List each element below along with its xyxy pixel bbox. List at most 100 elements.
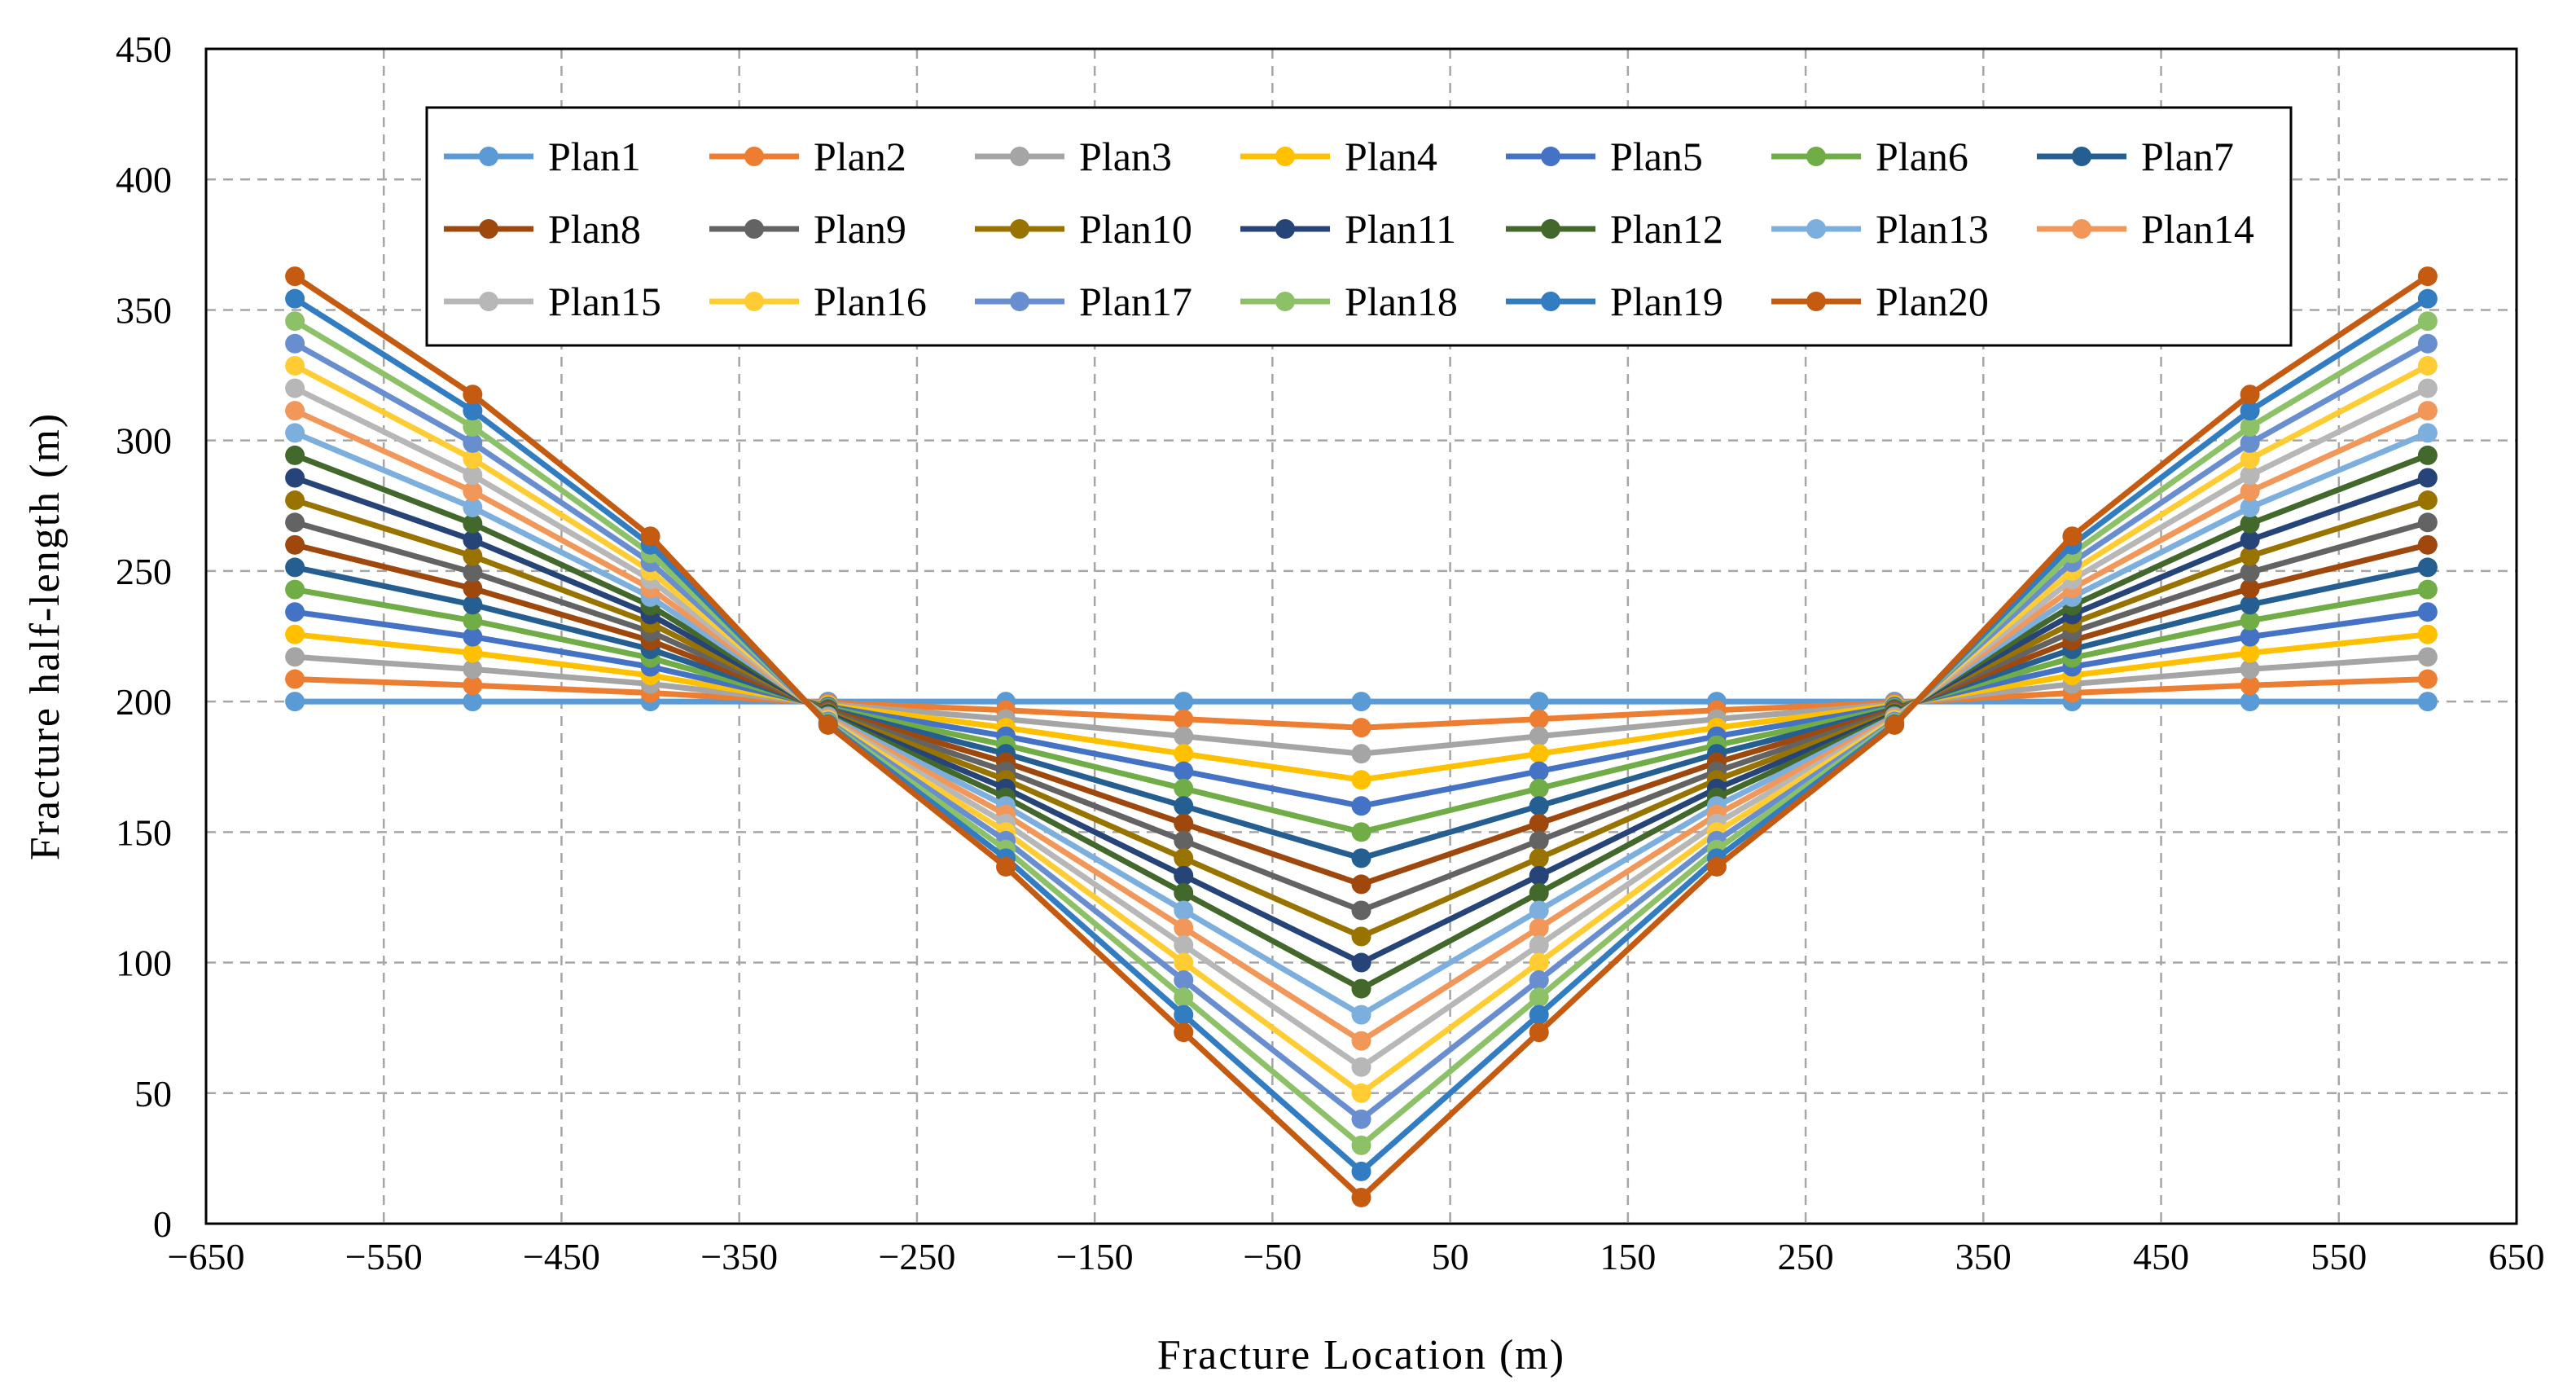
x-tick-label: 650 xyxy=(2489,1236,2545,1277)
legend-marker xyxy=(744,219,764,239)
data-point xyxy=(1174,917,1194,938)
data-point xyxy=(1351,770,1371,790)
data-point xyxy=(285,356,305,376)
data-point xyxy=(1351,952,1371,973)
data-point xyxy=(463,417,483,437)
legend-marker xyxy=(1806,219,1826,239)
data-point xyxy=(2417,624,2438,644)
data-point xyxy=(285,445,305,465)
legend-marker xyxy=(1541,219,1560,239)
legend-item: Plan1 xyxy=(444,134,641,179)
data-point xyxy=(2240,449,2260,469)
data-point xyxy=(1351,1135,1371,1155)
x-tick-label: −150 xyxy=(1056,1236,1134,1277)
legend-item: Plan12 xyxy=(1506,206,1723,252)
legend-label: Plan19 xyxy=(1610,279,1723,324)
data-point xyxy=(1351,718,1371,738)
data-point xyxy=(2240,530,2260,550)
data-point xyxy=(2240,546,2260,566)
data-point xyxy=(1529,900,1549,921)
data-point xyxy=(1351,1005,1371,1025)
data-point xyxy=(1174,761,1194,781)
legend-item: Plan19 xyxy=(1506,279,1723,324)
y-tick-label: 300 xyxy=(116,420,172,462)
data-point xyxy=(2240,595,2260,615)
data-point xyxy=(2240,385,2260,405)
plot-area-border xyxy=(204,47,2518,1225)
legend-label: Plan4 xyxy=(1345,134,1437,179)
legend-label: Plan20 xyxy=(1876,279,1989,324)
data-point xyxy=(2417,445,2438,465)
data-point xyxy=(1351,848,1371,868)
data-point xyxy=(463,513,483,534)
data-point xyxy=(2240,692,2260,712)
data-point xyxy=(2240,562,2260,582)
data-point xyxy=(1174,865,1194,886)
legend-marker xyxy=(479,292,498,311)
legend-item: Plan7 xyxy=(2037,134,2234,179)
data-point xyxy=(2417,669,2438,689)
data-point xyxy=(2417,266,2438,287)
data-point xyxy=(2417,401,2438,421)
data-point xyxy=(2417,557,2438,578)
data-point xyxy=(285,534,305,555)
data-point xyxy=(2240,465,2260,486)
data-point xyxy=(1351,1031,1371,1051)
legend-marker xyxy=(1806,292,1826,311)
data-point xyxy=(285,266,305,287)
legend-item: Plan13 xyxy=(1771,206,1989,252)
data-point xyxy=(463,595,483,615)
data-point xyxy=(1174,744,1194,764)
legend-label: Plan11 xyxy=(1345,206,1456,252)
data-point xyxy=(2417,647,2438,667)
legend-item: Plan2 xyxy=(709,134,906,179)
data-point xyxy=(2417,378,2438,398)
x-tick-label: −550 xyxy=(345,1236,423,1277)
series-Plan20 xyxy=(285,266,2438,1207)
data-point xyxy=(2417,512,2438,533)
legend-marker xyxy=(1541,147,1560,166)
data-point xyxy=(2240,481,2260,502)
data-point xyxy=(640,526,660,547)
data-point xyxy=(1529,813,1549,833)
data-point xyxy=(2417,490,2438,511)
data-point xyxy=(1529,796,1549,816)
data-point xyxy=(1351,744,1371,764)
data-point xyxy=(463,692,483,712)
data-point xyxy=(1174,952,1194,973)
data-point xyxy=(285,624,305,644)
data-point xyxy=(1529,848,1549,868)
legend-label: Plan12 xyxy=(1610,206,1723,252)
data-point xyxy=(2240,675,2260,696)
data-point xyxy=(285,669,305,689)
data-point xyxy=(463,481,483,502)
data-point xyxy=(1174,900,1194,921)
legend-item: Plan5 xyxy=(1506,134,1703,179)
data-point xyxy=(2240,417,2260,437)
data-point xyxy=(1529,987,1549,1008)
data-point xyxy=(285,468,305,488)
data-point xyxy=(1529,865,1549,886)
data-point xyxy=(1174,692,1194,712)
data-point xyxy=(1529,744,1549,764)
data-point xyxy=(1529,692,1549,712)
data-point xyxy=(1351,692,1371,712)
legend-marker xyxy=(1010,147,1029,166)
data-point xyxy=(1351,822,1371,842)
y-tick-label: 400 xyxy=(116,159,172,200)
legend-label: Plan6 xyxy=(1876,134,1968,179)
legend-label: Plan14 xyxy=(2141,206,2254,252)
data-point xyxy=(463,643,483,663)
data-point xyxy=(1351,1057,1371,1077)
data-point xyxy=(1351,1161,1371,1181)
x-tick-label: 50 xyxy=(1432,1236,1469,1277)
legend-label: Plan18 xyxy=(1345,279,1458,324)
data-point xyxy=(1174,830,1194,851)
data-point xyxy=(1529,709,1549,729)
legend-item: Plan6 xyxy=(1771,134,1968,179)
legend-label: Plan1 xyxy=(548,134,641,179)
data-point xyxy=(1174,935,1194,956)
data-point xyxy=(285,423,305,443)
x-tick-label: 550 xyxy=(2311,1236,2367,1277)
data-point xyxy=(2062,526,2082,547)
